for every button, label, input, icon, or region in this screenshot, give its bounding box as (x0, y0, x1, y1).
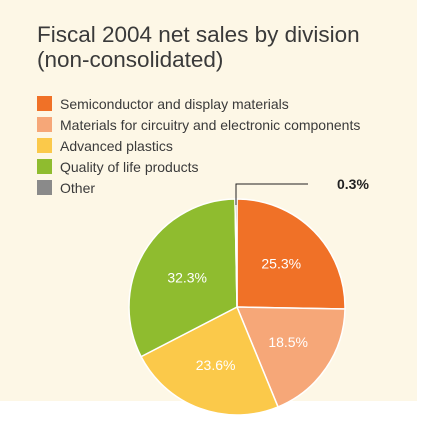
legend-item-quality-of-life: Quality of life products (37, 156, 360, 177)
legend-item-other: Other (37, 177, 360, 198)
chart-title-line-2: (non-consolidated) (37, 47, 224, 72)
legend-label-circuitry: Materials for circuitry and electronic c… (60, 116, 361, 133)
data-label-semiconductor: 25.3% (261, 256, 301, 272)
legend-item-circuitry: Materials for circuitry and electronic c… (37, 114, 360, 135)
data-label-advanced-plastics: 23.6% (196, 357, 236, 373)
chart-title-line-1: Fiscal 2004 net sales by division (37, 22, 360, 47)
legend-swatch-advanced-plastics (37, 138, 52, 153)
legend-label-semiconductor: Semiconductor and display materials (60, 95, 289, 112)
legend-label-quality-of-life: Quality of life products (60, 158, 199, 175)
pie-slice-semiconductor (236, 198, 346, 310)
legend-label-other: Other (60, 179, 96, 196)
pie-slice-quality-of-life (128, 198, 238, 358)
callout-line-other (235, 183, 308, 205)
legend-label-advanced-plastics: Advanced plastics (60, 137, 173, 154)
legend-swatch-other (37, 180, 52, 195)
legend-swatch-circuitry (37, 117, 52, 132)
chart-legend: Semiconductor and display materials Mate… (37, 93, 360, 198)
legend-swatch-quality-of-life (37, 159, 52, 174)
chart-title: Fiscal 2004 net sales by division (non-c… (37, 22, 360, 72)
pie-slice-advanced-plastics (140, 305, 279, 416)
data-label-other: 0.3% (337, 176, 369, 192)
legend-item-semiconductor: Semiconductor and display materials (37, 93, 360, 114)
legend-swatch-semiconductor (37, 96, 52, 111)
legend-item-advanced-plastics: Advanced plastics (37, 135, 360, 156)
pie-slice-circuitry (235, 306, 346, 408)
data-label-circuitry: 18.5% (268, 334, 308, 350)
data-label-quality-of-life: 32.3% (167, 269, 207, 285)
